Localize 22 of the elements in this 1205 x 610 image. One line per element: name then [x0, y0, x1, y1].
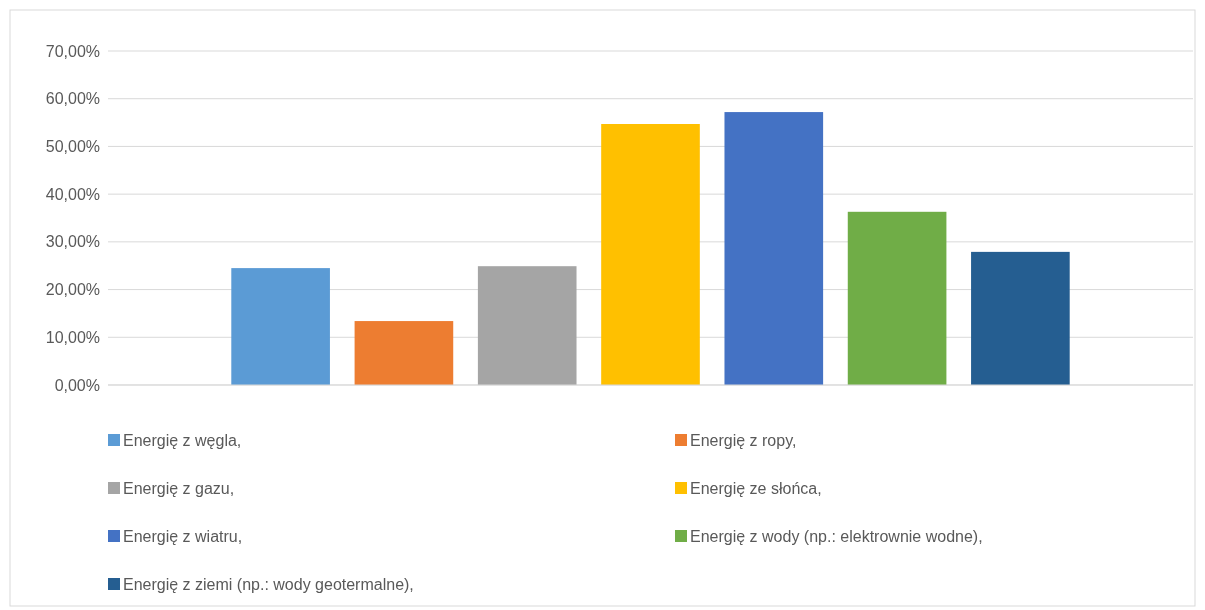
- y-tick-label: 20,00%: [45, 281, 100, 299]
- bar: [601, 124, 700, 385]
- legend-label: Energię z wody (np.: elektrownie wodne),: [690, 527, 983, 545]
- y-tick-label: 60,00%: [45, 90, 100, 108]
- legend-label: Energię z węgla,: [123, 431, 242, 449]
- bar: [231, 268, 330, 385]
- y-tick-label: 30,00%: [45, 233, 100, 251]
- bar: [354, 321, 454, 385]
- legend-label: Energię z ropy,: [690, 431, 797, 449]
- bar: [477, 266, 577, 385]
- bar: [724, 112, 824, 385]
- legend-label: Energię z gazu,: [123, 479, 235, 497]
- legend-label: Energię z wiatru,: [123, 527, 243, 545]
- y-tick-label: 10,00%: [45, 328, 100, 346]
- y-tick-label: 0,00%: [54, 376, 100, 394]
- y-tick-label: 40,00%: [45, 185, 100, 203]
- bar: [971, 251, 1070, 385]
- legend-label: Energię ze słońca,: [690, 479, 822, 497]
- y-tick-label: 50,00%: [45, 138, 100, 156]
- legend-label: Energię z ziemi (np.: wody geotermalne),: [123, 575, 414, 593]
- y-tick-label: 70,00%: [45, 42, 100, 60]
- bar: [847, 211, 947, 385]
